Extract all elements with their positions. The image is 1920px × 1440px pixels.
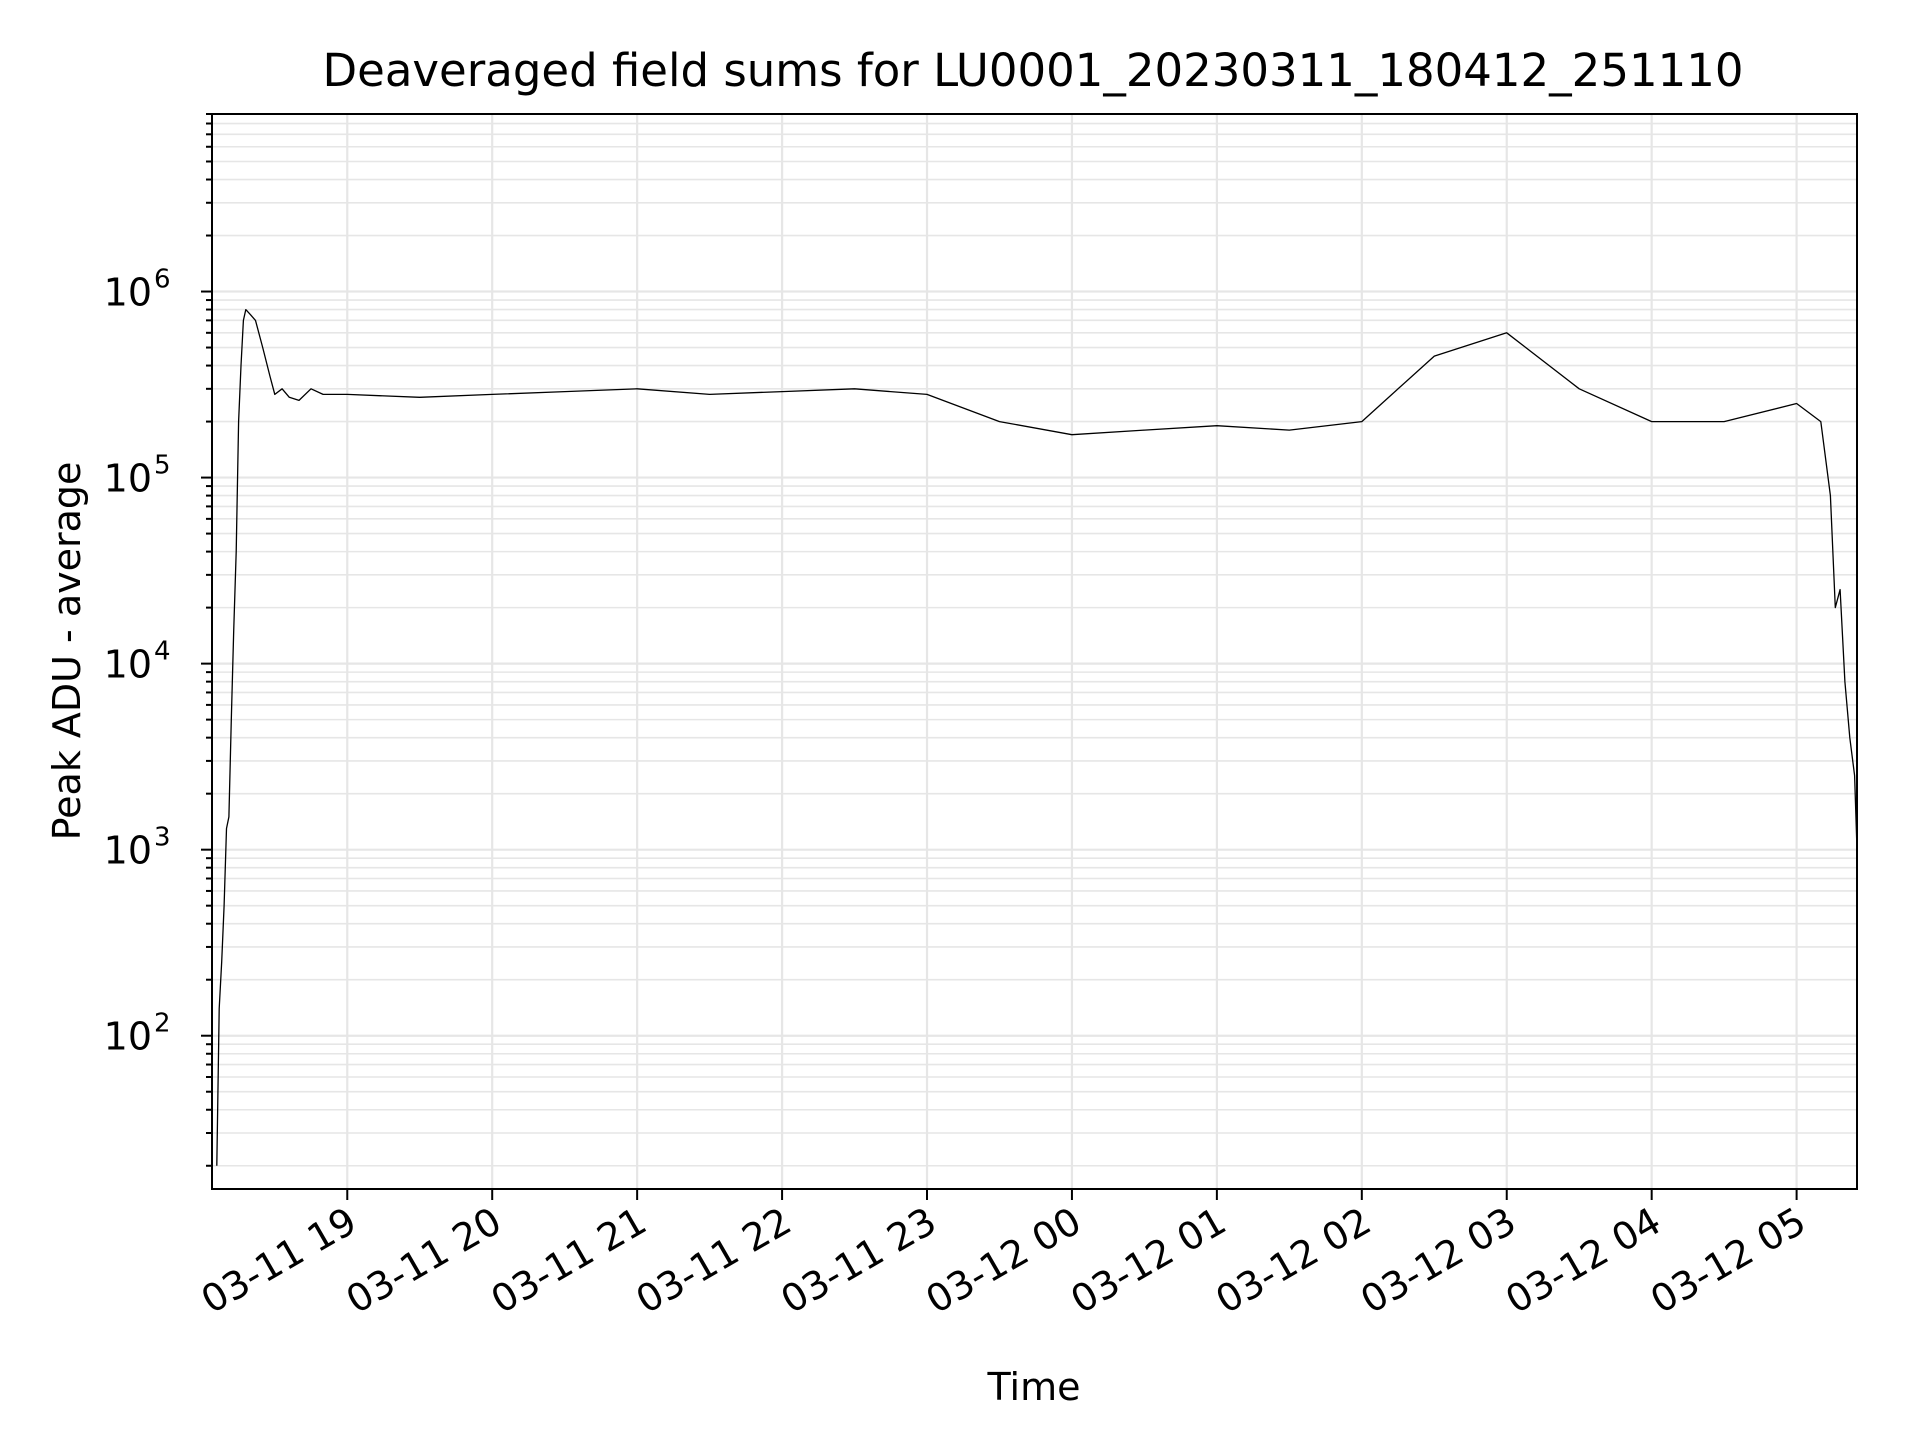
y-tick-label: 10 <box>104 829 152 873</box>
x-axis-label: Time <box>987 1365 1081 1409</box>
y-tick-label: 10 <box>104 643 152 687</box>
y-tick-exponent: 2 <box>154 1009 171 1039</box>
y-tick-label: 10 <box>104 271 152 315</box>
chart-title: Deaveraged field sums for LU0001_2023031… <box>323 44 1744 97</box>
y-tick-exponent: 5 <box>154 451 171 481</box>
plot-frame <box>211 113 1858 1190</box>
y-axis-label: Peak ADU - average <box>45 462 89 841</box>
y-tick-exponent: 3 <box>154 823 171 853</box>
y-tick-label: 10 <box>104 1015 152 1059</box>
series-line <box>216 308 1858 1166</box>
series-layer <box>216 308 1858 1166</box>
y-tick-label: 10 <box>104 457 152 501</box>
y-tick-exponent: 6 <box>154 265 171 295</box>
grid <box>212 113 1857 1189</box>
y-tick-exponent: 4 <box>154 637 171 667</box>
